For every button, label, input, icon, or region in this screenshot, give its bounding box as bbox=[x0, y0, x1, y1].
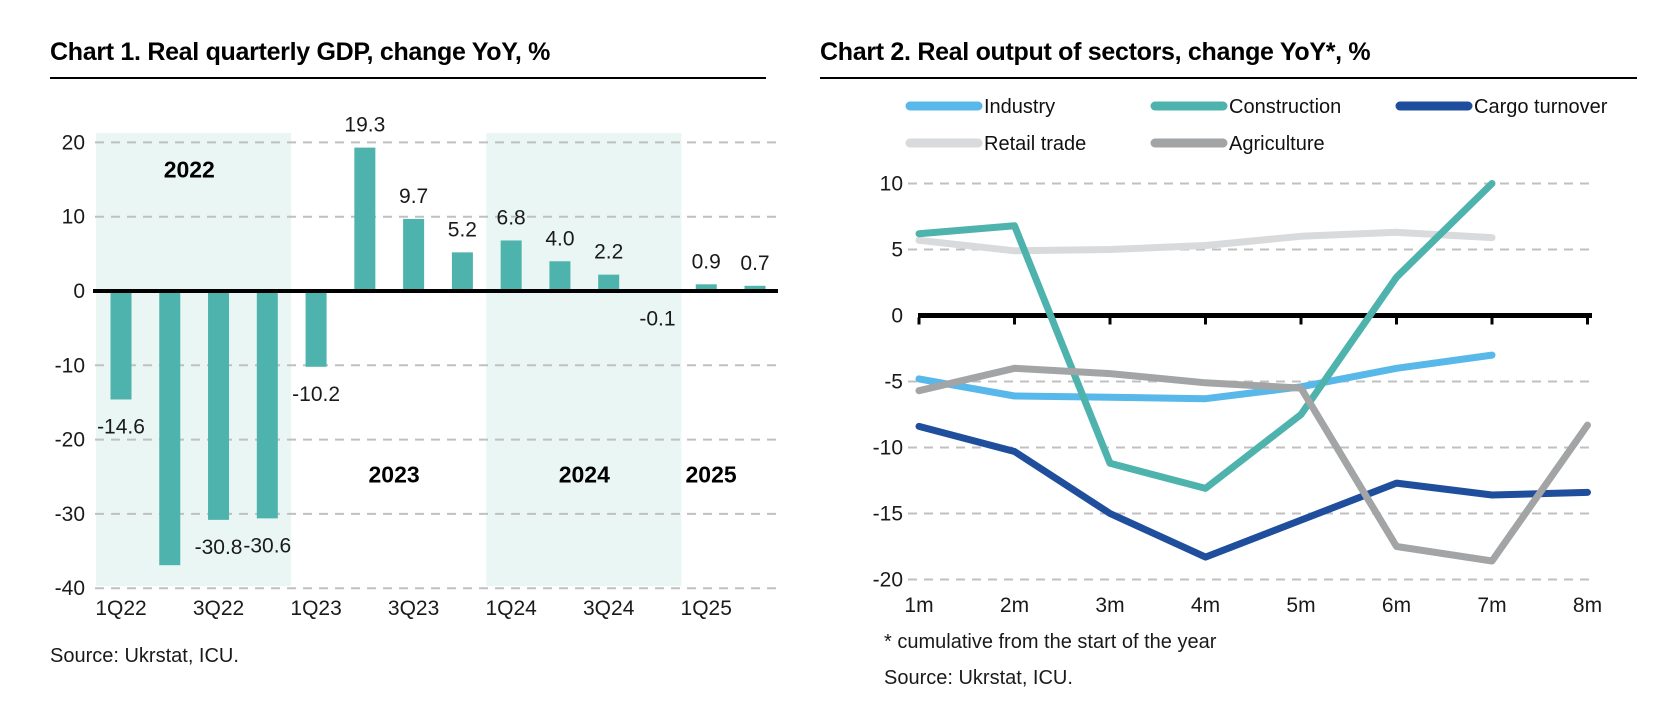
chart2-title: Chart 2. Real output of sectors, change … bbox=[820, 38, 1371, 66]
bar-value-label: 4.0 bbox=[545, 227, 574, 250]
chart1-figure: 20 10 0 -10 -20 -30 -40 -14.6 -30.8 -30.6 -10.2 19.… bbox=[55, 114, 778, 620]
chart2-source: Source: Ukrstat, ICU. bbox=[884, 667, 1073, 689]
bar-value-label: -30.6 bbox=[243, 534, 291, 557]
y-tick-label: 0 bbox=[891, 305, 903, 328]
y-tick-label: -20 bbox=[55, 429, 85, 452]
chart1-title: Chart 1. Real quarterly GDP, change YoY,… bbox=[50, 38, 551, 66]
bar-2Q22 bbox=[159, 291, 181, 566]
y-tick-label: -5 bbox=[884, 371, 903, 394]
bar-value-label: -10.2 bbox=[292, 383, 340, 406]
legend-label: Construction bbox=[1229, 96, 1341, 118]
x-tick-label: 2m bbox=[1000, 594, 1029, 617]
legend-item-industry: Industry bbox=[905, 96, 1055, 118]
year-label-2024: 2024 bbox=[559, 462, 610, 488]
x-tick-label: 1Q22 bbox=[95, 597, 146, 620]
bar-value-label: -14.6 bbox=[97, 415, 145, 438]
chart1-title-rule bbox=[50, 77, 766, 79]
y-tick-label: 5 bbox=[891, 239, 903, 262]
bar-value-label: 0.7 bbox=[740, 252, 769, 275]
year-label-2025: 2025 bbox=[686, 462, 737, 488]
year-label-2023: 2023 bbox=[369, 462, 420, 488]
legend-item-retail-trade: Retail trade bbox=[905, 133, 1086, 155]
x-tick-label: 1m bbox=[904, 594, 933, 617]
series-line-retail-trade bbox=[915, 228, 1496, 255]
bar-3Q23 bbox=[403, 218, 425, 291]
y-tick-label: -10 bbox=[873, 437, 903, 460]
x-tick-label: 3Q22 bbox=[193, 597, 244, 620]
bar-2Q25 bbox=[744, 285, 766, 291]
legend-label: Industry bbox=[984, 96, 1055, 118]
x-tick-label: 8m bbox=[1573, 594, 1602, 617]
y-tick-label: -10 bbox=[55, 354, 85, 377]
y-tick-label: 20 bbox=[62, 131, 85, 154]
legend-label: Retail trade bbox=[984, 133, 1086, 155]
chart2-footnote: * cumulative from the start of the year bbox=[884, 631, 1217, 653]
bar-value-label: 19.3 bbox=[344, 114, 385, 137]
x-tick-label: 3m bbox=[1095, 594, 1124, 617]
shaded-region-2024 bbox=[486, 133, 682, 586]
series-line-construction bbox=[915, 180, 1496, 492]
x-tick-label: 5m bbox=[1286, 594, 1315, 617]
x-tick-label: 6m bbox=[1382, 594, 1411, 617]
x-tick-label: 1Q23 bbox=[290, 597, 341, 620]
x-tick-label: 1Q24 bbox=[485, 597, 537, 620]
legend-label: Cargo turnover bbox=[1474, 96, 1608, 118]
y-tick-label: -15 bbox=[873, 503, 903, 526]
bar-4Q22 bbox=[256, 291, 278, 519]
year-label-2022: 2022 bbox=[164, 156, 215, 182]
bar-3Q24 bbox=[598, 274, 620, 291]
x-tick-label: 3Q24 bbox=[583, 597, 635, 620]
legend-item-agriculture: Agriculture bbox=[1150, 133, 1325, 155]
bar-value-label: -30.8 bbox=[195, 536, 243, 559]
series-line-agriculture bbox=[915, 364, 1591, 565]
x-tick-label: 1Q25 bbox=[681, 597, 732, 620]
bar-3Q22 bbox=[208, 291, 230, 520]
series-line-industry bbox=[915, 351, 1496, 403]
bar-1Q23 bbox=[305, 291, 327, 367]
y-tick-label: 0 bbox=[73, 280, 85, 303]
chart2-figure: Industry Construction Cargo turnover Retail… bbox=[873, 96, 1608, 617]
y-tick-label: -20 bbox=[873, 569, 903, 592]
y-tick-label: -30 bbox=[55, 503, 85, 526]
x-tick-label: 4m bbox=[1191, 594, 1220, 617]
y-tick-label: -40 bbox=[55, 577, 85, 600]
bar-1Q24 bbox=[500, 240, 522, 291]
bar-1Q25 bbox=[695, 284, 717, 291]
chart1-source: Source: Ukrstat, ICU. bbox=[50, 645, 239, 667]
bar-2Q24 bbox=[549, 261, 571, 291]
x-tick-label: 7m bbox=[1477, 594, 1506, 617]
legend-item-cargo-turnover: Cargo turnover bbox=[1395, 96, 1608, 118]
bar-2Q23 bbox=[354, 147, 376, 291]
bar-value-label: 0.9 bbox=[692, 250, 721, 273]
y-tick-label: 10 bbox=[62, 206, 85, 229]
bar-4Q23 bbox=[451, 252, 473, 291]
bar-value-label: -0.1 bbox=[639, 308, 675, 331]
legend-label: Agriculture bbox=[1229, 133, 1325, 155]
bar-value-label: 5.2 bbox=[448, 218, 477, 241]
bar-value-label: 9.7 bbox=[399, 185, 428, 208]
y-tick-label: 10 bbox=[880, 173, 903, 196]
bar-value-label: 2.2 bbox=[594, 241, 623, 264]
bar-value-label: 6.8 bbox=[497, 206, 526, 229]
series-line-cargo-turnover bbox=[915, 422, 1591, 561]
legend-item-construction: Construction bbox=[1150, 96, 1341, 118]
x-tick-label: 3Q23 bbox=[388, 597, 439, 620]
chart2-title-rule bbox=[820, 77, 1637, 79]
bar-1Q22 bbox=[110, 291, 132, 400]
